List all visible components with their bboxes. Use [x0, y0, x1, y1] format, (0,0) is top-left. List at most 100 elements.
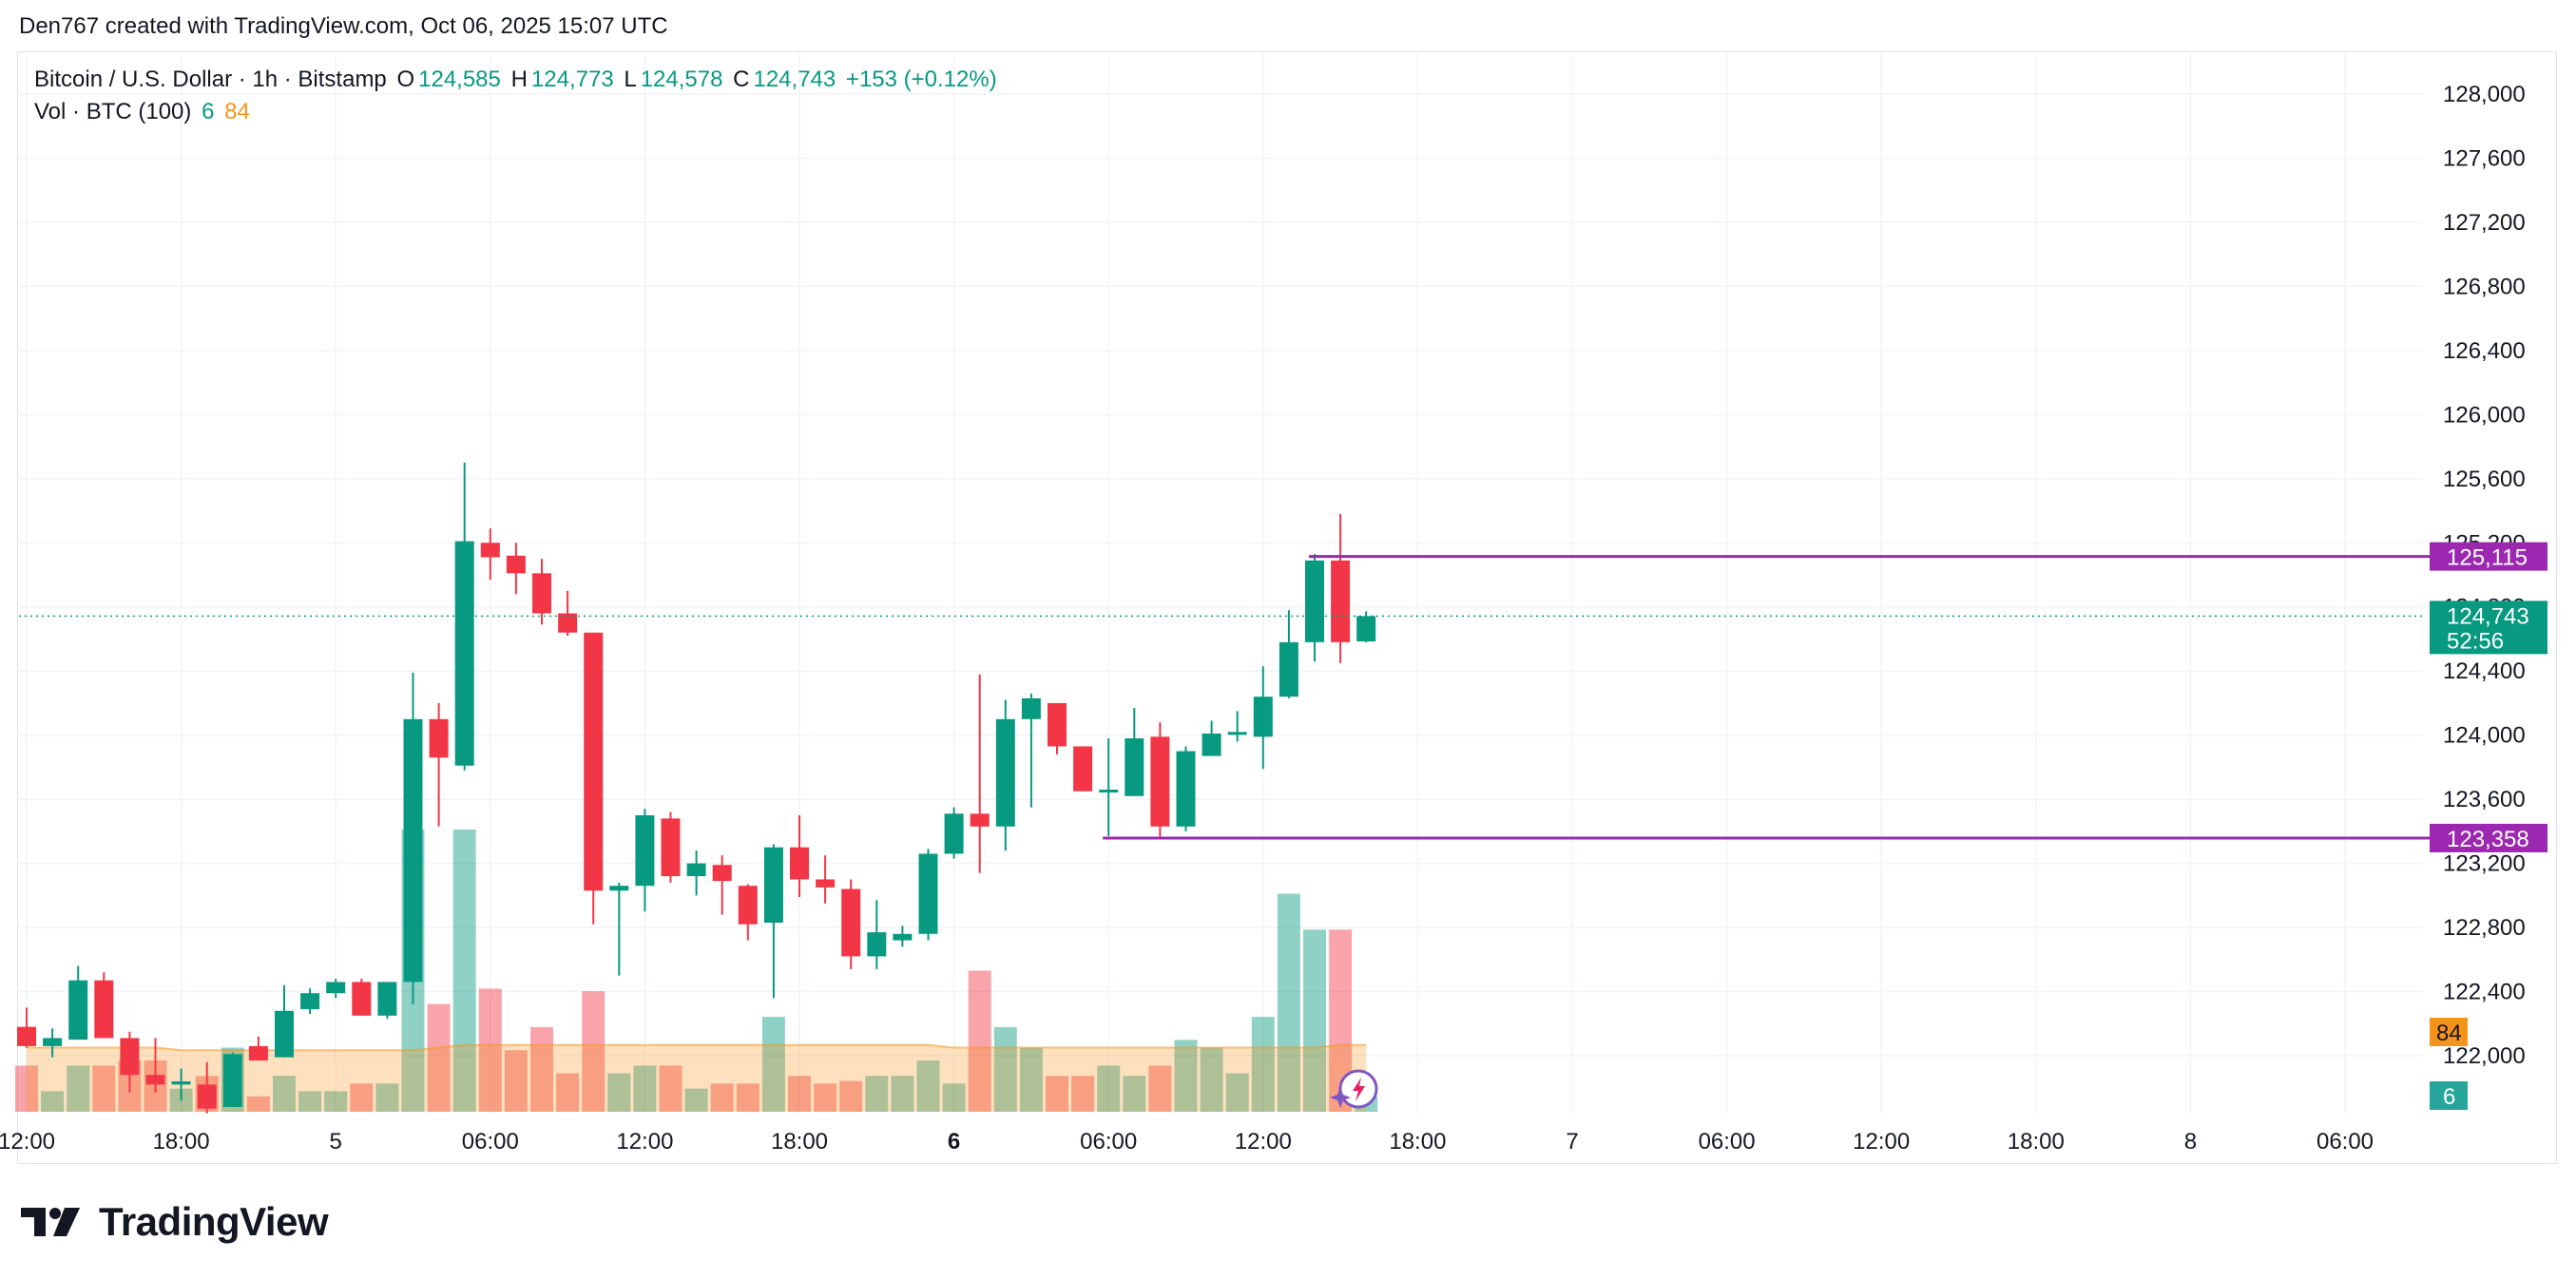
volume-bar	[684, 1088, 708, 1112]
candle-body[interactable]	[171, 1080, 191, 1085]
candle-body[interactable]	[918, 853, 938, 934]
volume-bar	[1251, 1017, 1275, 1112]
volume-bar	[350, 1083, 374, 1112]
candle-body[interactable]	[944, 813, 964, 854]
candle-body[interactable]	[686, 863, 706, 877]
candle-body[interactable]	[377, 982, 397, 1016]
volume-bar	[1225, 1073, 1249, 1112]
candle-body[interactable]	[352, 982, 372, 1016]
candle-body[interactable]	[1099, 790, 1119, 793]
candle-body[interactable]	[712, 865, 732, 882]
candle-body[interactable]	[661, 818, 681, 877]
chart-frame	[17, 51, 2557, 1164]
candle-body[interactable]	[17, 1026, 36, 1046]
volume-ma-badge	[2430, 1018, 2468, 1046]
x-axis-tick-label: 12:00	[1235, 1129, 1292, 1155]
volume-bar	[710, 1083, 734, 1112]
candle-body[interactable]	[1278, 641, 1298, 697]
candle-body[interactable]	[94, 980, 114, 1039]
volume-bar	[736, 1083, 759, 1112]
candle-body[interactable]	[454, 541, 474, 766]
candle-body[interactable]	[197, 1084, 217, 1109]
x-axis-tick-label: 7	[1566, 1129, 1578, 1155]
high-value: 124,773	[530, 67, 614, 92]
x-axis-tick-label: 12:00	[616, 1129, 673, 1155]
volume-bar	[452, 830, 476, 1112]
volume-bar	[993, 1026, 1017, 1112]
volume-title: Vol · BTC (100)	[34, 99, 192, 124]
candle-body[interactable]	[506, 555, 526, 574]
candle-body[interactable]	[816, 879, 836, 888]
candle-body[interactable]	[790, 847, 809, 880]
candle-body[interactable]	[1227, 732, 1247, 735]
candle-body[interactable]	[120, 1038, 140, 1076]
volume-bar	[273, 1076, 296, 1112]
volume-bar	[1148, 1065, 1172, 1112]
candle-body[interactable]	[1073, 746, 1093, 792]
x-axis-tick-label: 06:00	[1080, 1129, 1137, 1155]
candle-body[interactable]	[300, 993, 320, 1010]
candle-body[interactable]	[222, 1054, 242, 1107]
volume-bar	[530, 1026, 553, 1112]
candle-body[interactable]	[609, 886, 629, 891]
volume-bar	[1303, 929, 1326, 1112]
candle-body[interactable]	[867, 932, 887, 957]
candle-body[interactable]	[43, 1038, 63, 1046]
candle-body[interactable]	[1253, 697, 1273, 737]
candle-body[interactable]	[841, 888, 861, 957]
y-axis-tick-label: 124,000	[2443, 723, 2526, 749]
volume-bar	[1123, 1076, 1146, 1112]
close-label: C	[733, 67, 750, 92]
candle-body[interactable]	[275, 1010, 294, 1058]
candle-body[interactable]	[1305, 560, 1324, 642]
candle-body[interactable]	[763, 847, 783, 924]
level-price-badge	[2430, 542, 2547, 571]
candle-body[interactable]	[1150, 736, 1170, 827]
candle-body[interactable]	[1356, 616, 1376, 641]
candle-body[interactable]	[1201, 733, 1221, 756]
change-value: +153 (+0.12%)	[845, 67, 997, 92]
volume-bar	[246, 1096, 270, 1112]
candle-body[interactable]	[1176, 751, 1196, 827]
volume-ma-badge-label: 84	[2436, 1021, 2462, 1046]
volume-bar	[582, 991, 606, 1112]
volume-bar	[67, 1065, 90, 1112]
volume-value: 6	[202, 99, 215, 124]
candle-body[interactable]	[429, 718, 449, 758]
volume-bar	[556, 1073, 580, 1112]
x-axis-tick-label: 18:00	[771, 1129, 828, 1155]
candle-body[interactable]	[584, 632, 604, 891]
candle-body[interactable]	[635, 815, 655, 887]
candle-body[interactable]	[995, 718, 1015, 827]
volume-bar	[15, 1065, 38, 1112]
open-label: O	[396, 67, 415, 92]
open-value: 124,585	[418, 67, 501, 92]
candle-body[interactable]	[403, 718, 423, 983]
x-axis-tick-label: 5	[330, 1129, 342, 1155]
level-price-label: 125,115	[2447, 545, 2528, 571]
candle-body[interactable]	[145, 1075, 165, 1085]
candle-body[interactable]	[1021, 697, 1041, 719]
tradingview-logo[interactable]: TradingView	[21, 1199, 329, 1245]
x-axis-tick-label: 18:00	[1389, 1129, 1446, 1155]
candle-body[interactable]	[480, 543, 500, 558]
bar-countdown-label: 52:56	[2447, 628, 2504, 654]
candle-body[interactable]	[558, 613, 578, 633]
candle-body[interactable]	[738, 886, 758, 925]
candle-body[interactable]	[326, 982, 346, 994]
candle-body[interactable]	[1125, 738, 1144, 796]
last-price-badge	[2430, 601, 2547, 655]
candle-body[interactable]	[970, 813, 990, 827]
candle-body[interactable]	[248, 1045, 268, 1061]
candle-body[interactable]	[893, 933, 913, 941]
volume-ma-area	[27, 1044, 1367, 1112]
volume-bar	[1046, 1076, 1068, 1112]
x-axis-tick-label: 06:00	[462, 1129, 519, 1155]
candle-body[interactable]	[1331, 560, 1351, 642]
volume-bar	[839, 1080, 863, 1112]
candle-body[interactable]	[1048, 702, 1067, 747]
candle-body[interactable]	[532, 573, 551, 614]
candle-body[interactable]	[68, 980, 88, 1040]
